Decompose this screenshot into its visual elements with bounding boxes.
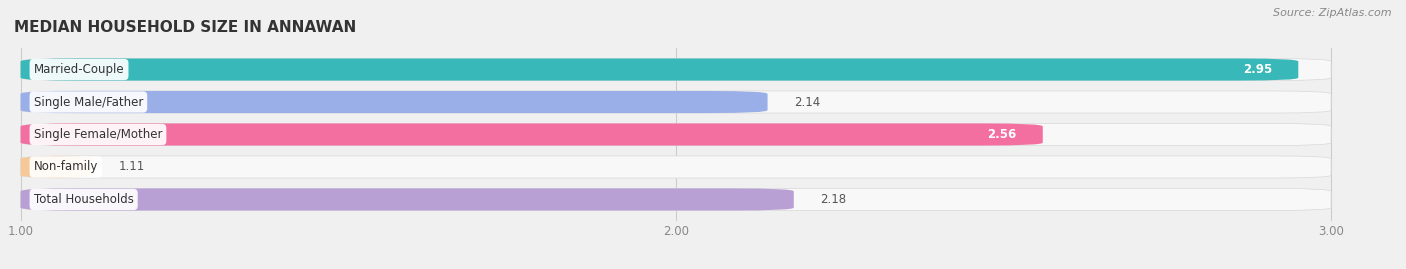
Text: Total Households: Total Households	[34, 193, 134, 206]
FancyBboxPatch shape	[21, 156, 93, 178]
Text: 2.18: 2.18	[820, 193, 846, 206]
FancyBboxPatch shape	[21, 58, 1298, 81]
FancyBboxPatch shape	[21, 123, 1043, 146]
Text: 2.56: 2.56	[987, 128, 1017, 141]
Text: Married-Couple: Married-Couple	[34, 63, 124, 76]
FancyBboxPatch shape	[21, 91, 1331, 113]
FancyBboxPatch shape	[21, 188, 794, 211]
Text: MEDIAN HOUSEHOLD SIZE IN ANNAWAN: MEDIAN HOUSEHOLD SIZE IN ANNAWAN	[14, 20, 356, 35]
Text: Single Male/Father: Single Male/Father	[34, 95, 143, 108]
FancyBboxPatch shape	[21, 156, 1331, 178]
Text: 2.14: 2.14	[794, 95, 820, 108]
Text: 2.95: 2.95	[1243, 63, 1272, 76]
FancyBboxPatch shape	[21, 188, 1331, 211]
FancyBboxPatch shape	[21, 58, 1331, 81]
FancyBboxPatch shape	[21, 91, 768, 113]
Text: 1.11: 1.11	[120, 161, 145, 174]
Text: Non-family: Non-family	[34, 161, 98, 174]
Text: Source: ZipAtlas.com: Source: ZipAtlas.com	[1274, 8, 1392, 18]
FancyBboxPatch shape	[21, 123, 1331, 146]
Text: Single Female/Mother: Single Female/Mother	[34, 128, 162, 141]
